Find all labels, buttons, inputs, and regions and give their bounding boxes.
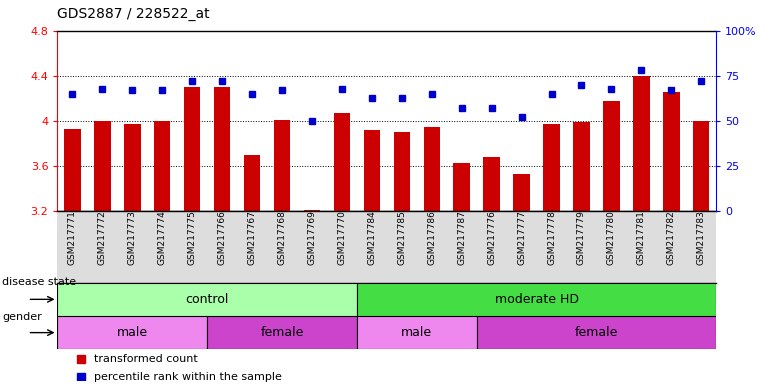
Bar xyxy=(663,92,679,211)
Text: moderate HD: moderate HD xyxy=(495,293,578,306)
Bar xyxy=(214,87,231,211)
Bar xyxy=(154,121,171,211)
Bar xyxy=(94,121,110,211)
Text: control: control xyxy=(185,293,229,306)
Text: female: female xyxy=(260,326,303,339)
Text: disease state: disease state xyxy=(2,277,77,287)
Bar xyxy=(334,113,350,211)
Bar xyxy=(453,163,470,211)
FancyBboxPatch shape xyxy=(357,283,716,316)
Bar xyxy=(304,210,320,211)
Bar xyxy=(693,121,709,211)
Bar xyxy=(244,155,260,211)
Bar xyxy=(603,101,620,211)
Bar xyxy=(513,174,530,211)
Bar xyxy=(633,76,650,211)
Bar xyxy=(424,127,440,211)
Bar xyxy=(184,87,201,211)
Text: gender: gender xyxy=(2,312,42,322)
Bar xyxy=(573,122,590,211)
Text: transformed count: transformed count xyxy=(93,354,198,364)
FancyBboxPatch shape xyxy=(57,316,207,349)
Bar xyxy=(543,124,560,211)
FancyBboxPatch shape xyxy=(57,283,357,316)
Bar xyxy=(64,129,80,211)
Bar xyxy=(394,132,410,211)
Text: GDS2887 / 228522_at: GDS2887 / 228522_at xyxy=(57,7,210,21)
Text: male: male xyxy=(401,326,432,339)
Text: female: female xyxy=(574,326,618,339)
Bar xyxy=(483,157,500,211)
FancyBboxPatch shape xyxy=(207,316,357,349)
Bar xyxy=(124,124,140,211)
Bar xyxy=(364,130,380,211)
FancyBboxPatch shape xyxy=(476,316,716,349)
FancyBboxPatch shape xyxy=(357,316,476,349)
Text: percentile rank within the sample: percentile rank within the sample xyxy=(93,372,282,382)
Bar xyxy=(273,120,290,211)
Text: male: male xyxy=(116,326,148,339)
